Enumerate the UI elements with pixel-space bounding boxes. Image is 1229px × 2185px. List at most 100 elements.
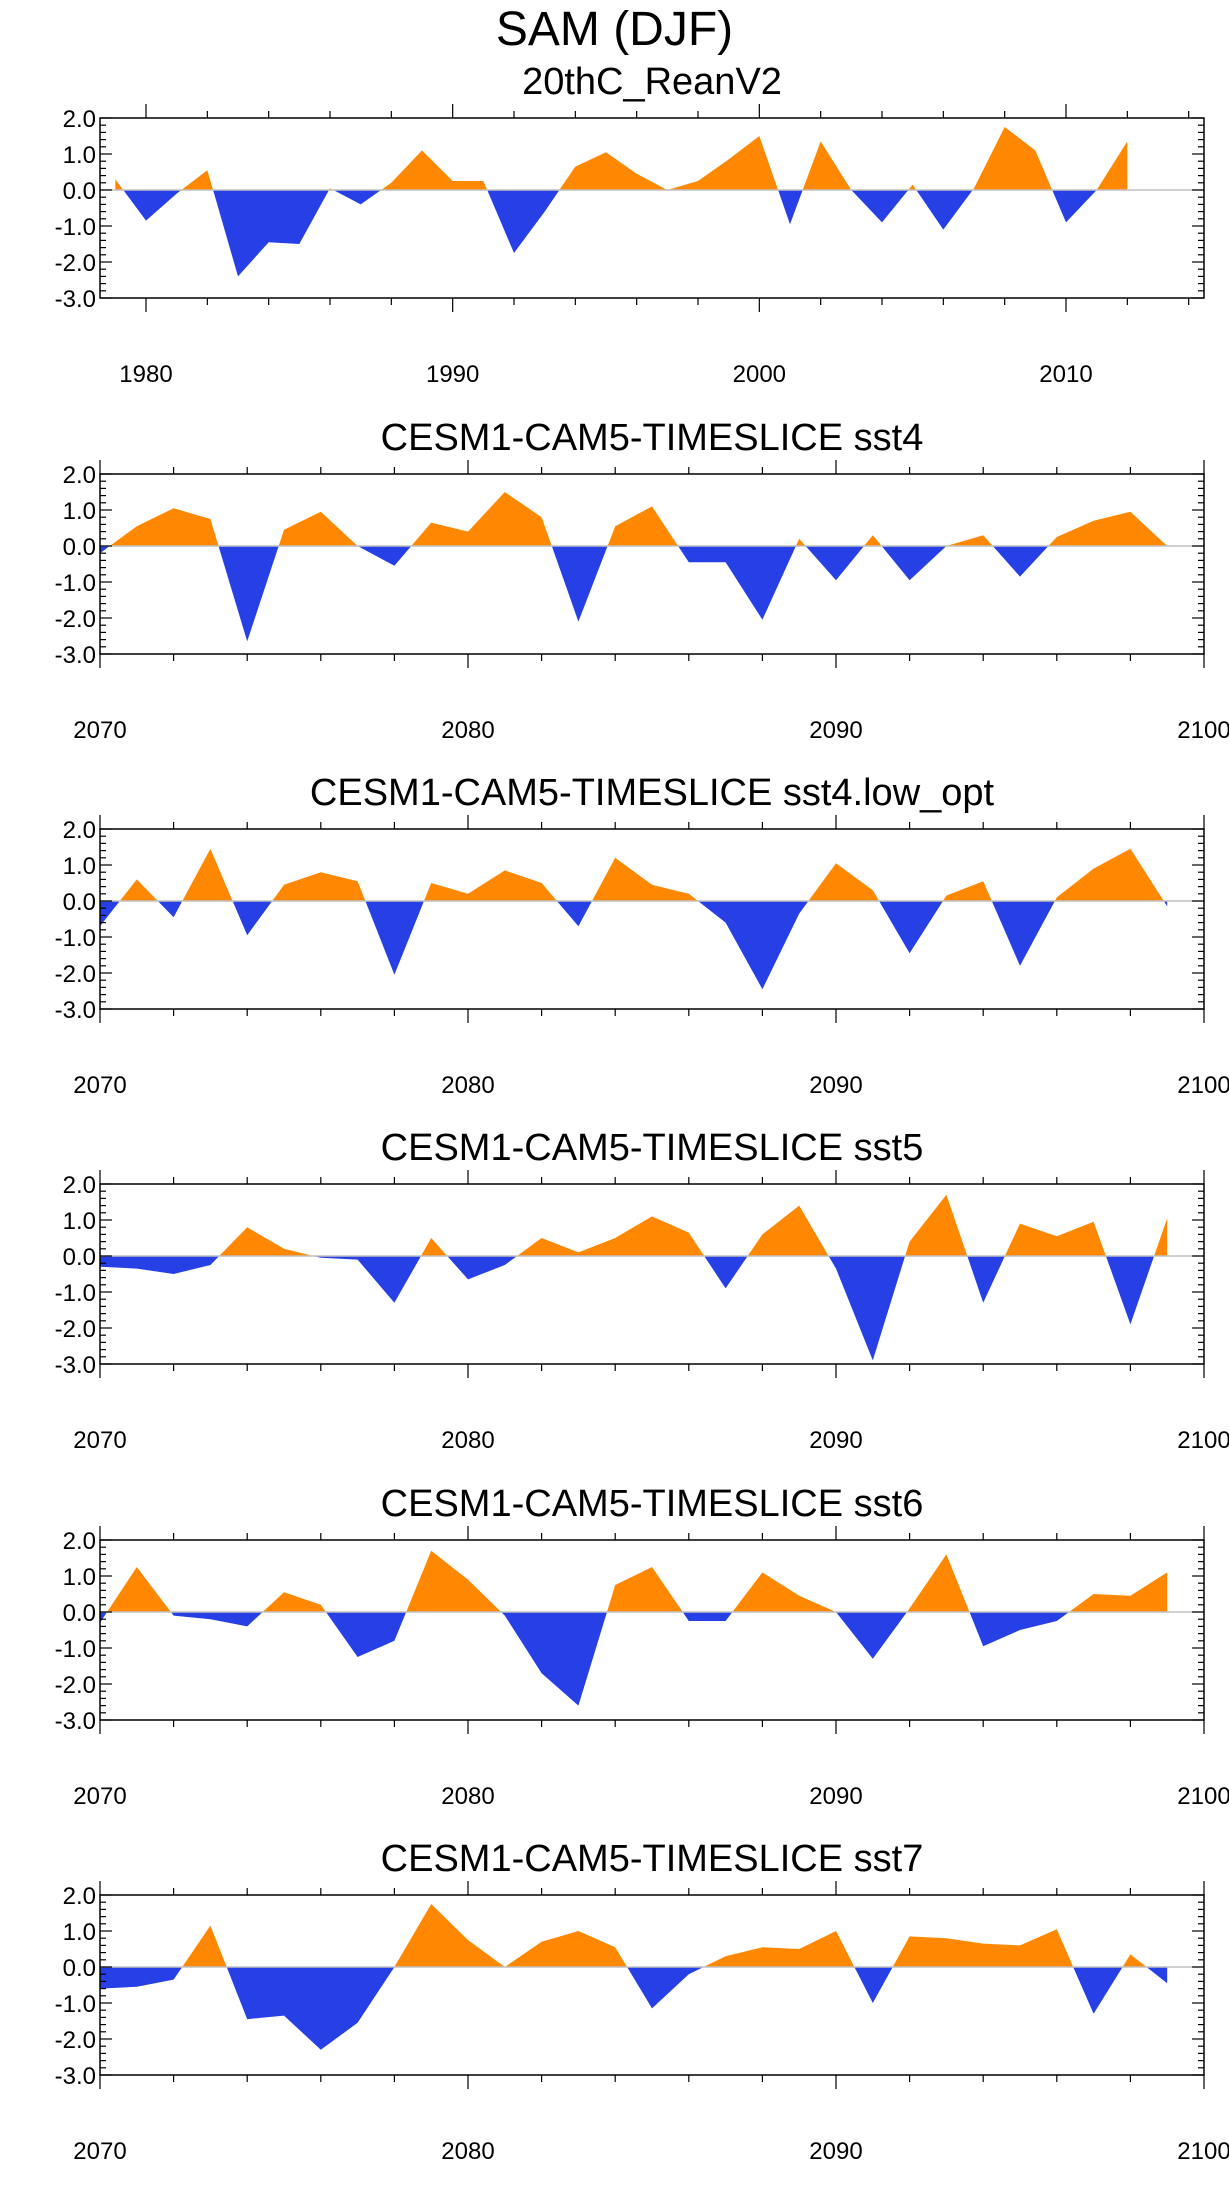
positive-area-8 [747,1205,829,1256]
y-tick-label: 1.0 [63,853,96,880]
negative-area-13 [881,546,947,581]
positive-area-14 [1154,1218,1168,1256]
positive-area-9 [559,136,779,190]
negative-area-10 [778,190,803,225]
x-tick-label: 2070 [73,1072,126,1099]
y-tick-label: -2.0 [55,1672,96,1699]
y-tick-label: -3.0 [55,2063,96,2090]
negative-area-9 [556,901,592,927]
negative-area-15 [992,546,1049,577]
chart-panel-6: CESM1-CAM5-TIMESLICE sst7 -3.0 -2.0 -1.0 0.0… [55,1838,1229,2165]
negative-area-7 [501,1612,607,1706]
positive-area-6 [406,1550,502,1612]
y-tick-label: -1.0 [55,1636,96,1663]
positive-area-4 [394,1904,628,1967]
positive-area-13 [908,184,917,190]
x-tick-label: 2070 [73,1427,126,1454]
positive-area-10 [905,1194,968,1256]
plot-frame [99,117,1205,299]
x-tick-label: 2080 [441,1427,494,1454]
plot-frame [99,473,1205,655]
y-tick-label: -3.0 [55,286,96,313]
negative-area-13 [969,1612,1070,1647]
negative-area-5 [447,1256,518,1280]
y-tick-label: -1.0 [55,214,96,241]
positive-area-6 [703,1931,855,1967]
x-tick-label: 2070 [73,1783,126,1810]
negative-area-12 [851,190,909,223]
negative-area-7 [365,901,424,975]
x-tick-label: 2090 [809,2138,862,2165]
x-tick-label: 2090 [809,1427,862,1454]
x-tick-label: 2100 [1177,717,1229,744]
positive-area-16 [1054,848,1164,901]
positive-area-4 [421,1238,448,1256]
positive-area-6 [517,1216,705,1256]
positive-area-2 [107,1567,171,1612]
y-tick-label: 2.0 [63,462,96,489]
y-tick-label: -3.0 [55,1708,96,1735]
chart-panel-1: 20thC_ReanV2 -3.0 -2.0 -1.0 0.0 1.0 2.0 1980 199… [55,61,1205,388]
x-tick-label: 2080 [441,2138,494,2165]
panel-title: CESM1-CAM5-TIMESLICE sst5 [381,1127,924,1169]
figure-title: SAM (DJF) [495,3,734,56]
x-tick-label: 2090 [809,1783,862,1810]
plot-frame [99,1539,1205,1721]
negative-area-11 [967,1256,1005,1303]
positive-area-12 [808,863,880,901]
x-tick-label: 2070 [73,717,126,744]
negative-area-17 [1163,901,1168,907]
x-tick-label: 2000 [733,361,786,388]
chart-panel-2: CESM1-CAM5-TIMESLICE sst4 -3.0 -2.0 -1.0 0.0… [55,417,1229,744]
y-tick-label: 1.0 [63,1919,96,1946]
y-tick-label: 0.0 [63,178,96,205]
positive-area-2 [119,879,158,901]
x-tick-label: 2100 [1177,2138,1229,2165]
negative-area-13 [879,901,943,954]
x-tick-label: 2100 [1177,1783,1229,1810]
negative-area-5 [357,546,412,566]
y-tick-label: 0.0 [63,1955,96,1982]
negative-area-11 [805,546,864,581]
negative-area-1 [100,1967,183,1989]
negative-area-1 [100,546,110,554]
panel-title: CESM1-CAM5-TIMESLICE sst6 [381,1483,924,1525]
positive-area-12 [1004,1221,1106,1256]
negative-area-5 [232,901,273,936]
y-tick-label: -1.0 [55,925,96,952]
y-tick-label: -3.0 [55,642,96,669]
positive-area-8 [424,870,557,901]
positive-area-4 [182,848,233,901]
y-tick-label: -1.0 [55,1280,96,1307]
positive-area-10 [1122,1954,1147,1967]
y-tick-label: 2.0 [63,1172,96,1199]
y-tick-label: -2.0 [55,961,96,988]
positive-area-4 [262,1592,326,1612]
positive-area-16 [1048,511,1168,546]
y-tick-label: 2.0 [63,106,96,133]
positive-area-12 [907,1554,970,1612]
plot-frame [99,1894,1205,2076]
y-tick-label: 2.0 [63,1528,96,1555]
negative-area-1 [100,1612,108,1623]
chart-panel-5: CESM1-CAM5-TIMESLICE sst6 -3.0 -2.0 -1.0 0.0… [55,1483,1229,1810]
positive-area-12 [864,535,882,546]
positive-area-14 [946,535,993,546]
negative-area-4 [213,190,329,277]
positive-area-10 [795,538,806,546]
positive-area-17 [1096,141,1128,190]
negative-area-9 [1073,1967,1123,2014]
y-tick-label: 0.0 [63,889,96,916]
x-tick-label: 2100 [1177,1072,1229,1099]
negative-area-7 [854,1967,893,2003]
negative-area-11 [1146,1967,1168,1984]
negative-area-3 [170,1612,263,1627]
panel-title: CESM1-CAM5-TIMESLICE sst4 [381,417,924,459]
x-tick-label: 1990 [426,361,479,388]
positive-area-2 [182,1925,227,1967]
positive-area-11 [802,141,852,190]
x-tick-label: 2090 [809,1072,862,1099]
chart-panel-4: CESM1-CAM5-TIMESLICE sst5 -3.0 -2.0 -1.0 0.0… [55,1127,1229,1454]
negative-area-15 [991,901,1055,966]
